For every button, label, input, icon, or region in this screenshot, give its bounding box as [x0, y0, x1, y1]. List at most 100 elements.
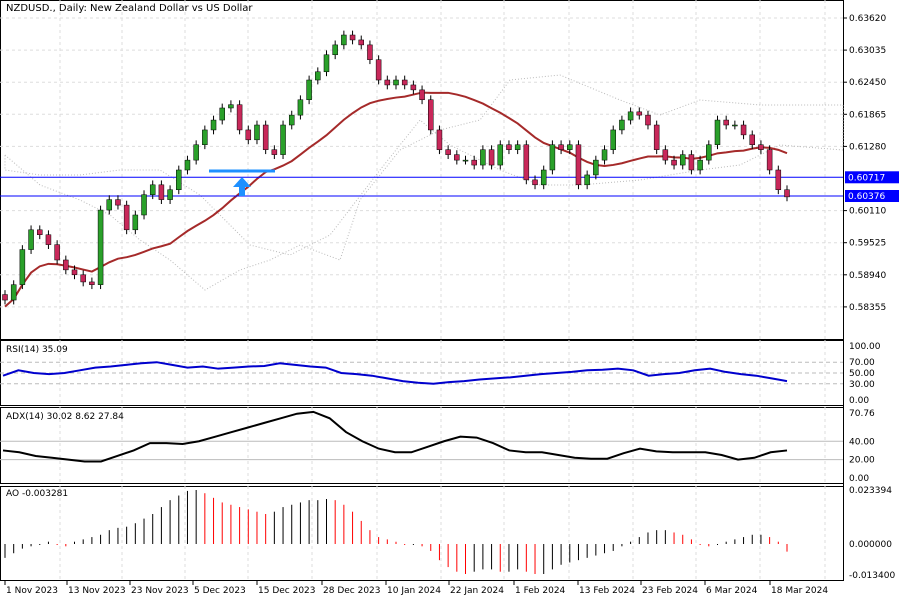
date-tick-label: 15 Dec 2023 [258, 586, 316, 596]
adx-label: ADX(14) 30.02 8.62 27.84 [6, 412, 124, 422]
candle [454, 150, 460, 165]
candle-body [149, 184, 156, 195]
candle-body [54, 244, 60, 261]
candle-body [454, 154, 460, 161]
candle [523, 140, 530, 185]
candle [740, 120, 747, 140]
candle [2, 290, 8, 305]
date-tick-label: 28 Dec 2023 [323, 586, 381, 596]
candle [149, 180, 156, 200]
candle-body [28, 229, 34, 250]
candle [176, 165, 182, 195]
price-tick-label: 0.61280 [849, 142, 886, 152]
candle-body [358, 39, 364, 46]
candle-body [158, 184, 165, 200]
candle-body [323, 54, 330, 73]
candle [497, 140, 504, 170]
candle-body [202, 129, 208, 146]
candle-body [662, 149, 669, 161]
rsi-tick-label: 100.00 [849, 342, 881, 352]
adx-tick-label: 70.76 [849, 409, 875, 419]
level-badge [845, 190, 899, 203]
candle [184, 155, 191, 175]
candle-body [45, 234, 52, 245]
price-tick-label: 0.60110 [849, 207, 886, 217]
candle-body [575, 144, 582, 186]
candle-body [480, 149, 486, 166]
candle [297, 95, 304, 120]
candle-body [462, 159, 469, 162]
candle [723, 115, 729, 130]
candle [167, 185, 173, 205]
candle-body [341, 34, 347, 46]
candle [115, 195, 121, 210]
candle [653, 120, 660, 155]
candle [63, 255, 69, 275]
candle-body [210, 119, 217, 131]
candle [584, 170, 590, 190]
candle-body [236, 104, 243, 131]
candle [610, 125, 616, 155]
candle-body [280, 124, 286, 155]
candle [775, 165, 782, 195]
candle [480, 145, 486, 170]
candle-body [141, 194, 147, 216]
candle [306, 75, 312, 105]
rsi-tick-label: 50.00 [849, 369, 875, 379]
candle-body [176, 169, 182, 190]
candle-body [601, 149, 608, 161]
candle [714, 115, 721, 150]
candle [506, 140, 512, 155]
candle [384, 75, 391, 90]
date-tick-label: 5 Dec 2023 [194, 586, 246, 596]
candle-body [297, 99, 304, 116]
candle-body [37, 229, 43, 235]
candle-body [306, 79, 312, 101]
candle-body [679, 154, 686, 166]
candle-body [271, 149, 278, 155]
adx-line [2, 410, 788, 463]
candle-body [80, 274, 86, 283]
candle-body [123, 204, 130, 231]
rsi-tick-label: 0.00 [849, 396, 869, 406]
candle-body [706, 144, 712, 161]
candle [428, 95, 434, 135]
price-tick-label: 0.63035 [849, 46, 886, 56]
candle [532, 175, 538, 190]
candle-body [766, 149, 773, 171]
candle-body [2, 294, 8, 301]
candle [679, 150, 686, 170]
candle [732, 120, 738, 130]
price-tick-label: 0.61865 [849, 110, 886, 120]
price-tick-label: 0.59525 [849, 239, 886, 249]
candle [393, 75, 399, 90]
candle [123, 200, 130, 235]
candle [784, 185, 790, 202]
candle-body [714, 119, 721, 146]
candle [410, 80, 417, 95]
date-tick-label: 22 Jan 2024 [450, 586, 504, 596]
candle [558, 140, 564, 155]
rsi-tick-label: 70.00 [849, 358, 875, 368]
candle [28, 225, 34, 254]
candle [341, 30, 347, 50]
candle-body [610, 129, 616, 150]
price-tick-label: 0.62450 [849, 78, 886, 88]
date-tick-label: 1 Nov 2023 [6, 586, 58, 596]
candle [349, 30, 356, 45]
candle [697, 155, 703, 175]
candle-body [63, 259, 69, 271]
candle-body [219, 107, 225, 121]
chart-title: NZDUSD., Daily: New Zealand Dollar vs US… [6, 3, 253, 14]
candle-body [436, 129, 443, 150]
candle-body [558, 144, 564, 150]
candle [193, 140, 199, 165]
adx-tick-label: 0.00 [849, 474, 869, 484]
adx-tick-label: 40.00 [849, 437, 875, 447]
candle-body [645, 114, 651, 126]
candle-body [471, 159, 477, 166]
candle [19, 245, 26, 290]
candle [567, 140, 573, 155]
candle-body [97, 209, 104, 285]
